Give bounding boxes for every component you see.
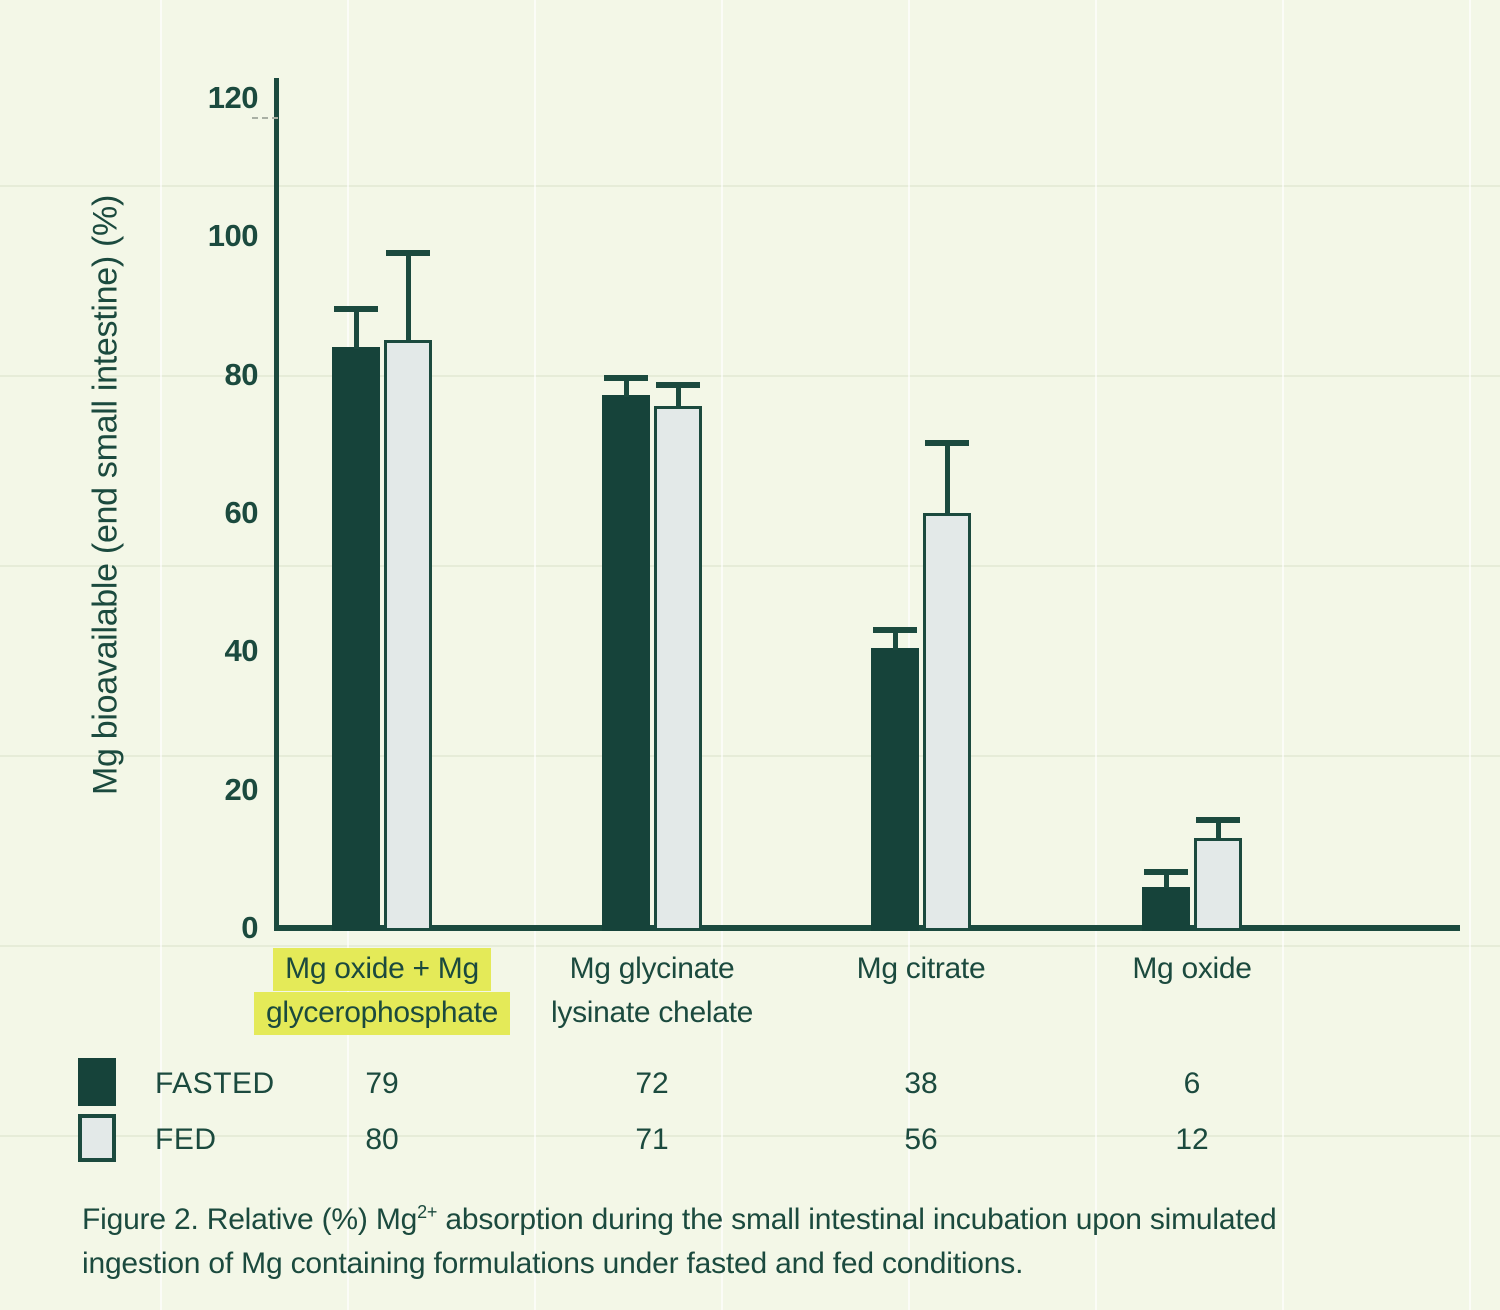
x-axis-line [274, 925, 1460, 931]
error-cap-fasted-mg-glycinate-lysinate-chelate [604, 374, 648, 381]
category-label-text: Mg oxide + Mg [273, 948, 491, 991]
bar-fed-mg-oxide [1194, 838, 1242, 931]
table-value-fasted-mg-citrate: 38 [904, 1067, 938, 1100]
error-cap-fasted-mg-oxide [1144, 869, 1188, 876]
y-axis-title: Mg bioavailable (end small intestine) (%… [86, 195, 125, 795]
table-value-fed-mg-oxide: 12 [1175, 1123, 1209, 1156]
category-label-mg-glycinate-lysinate-chelate: Mg glycinate lysinate chelate [482, 947, 822, 1035]
error-cap-fed-mg-oxide [1196, 817, 1240, 824]
bar-fed-mg-citrate [923, 513, 971, 931]
category-label-text: lysinate chelate [551, 996, 753, 1029]
error-cap-fasted-mg-citrate [873, 627, 917, 634]
figure-caption: Figure 2. Relative (%) Mg2+ absorption d… [82, 1198, 1362, 1286]
category-label-line: Mg glycinate [482, 947, 822, 991]
y-tick-40: 40 [224, 633, 259, 669]
error-cap-fasted-mg-oxide-mg-glycerophosphate [334, 305, 378, 312]
category-label-mg-oxide: Mg oxide [1022, 947, 1362, 991]
error-stem-fed-mg-glycinate-lysinate-chelate [675, 387, 681, 408]
caption-text: Figure 2. Relative (%) Mg [82, 1203, 418, 1236]
bar-fasted-mg-citrate [871, 647, 919, 931]
table-value-fasted-mg-oxide: 6 [1183, 1067, 1201, 1100]
caption-line-2: ingestion of Mg containing formulations … [82, 1247, 1024, 1280]
error-cap-fed-mg-oxide-mg-glycerophosphate [386, 250, 430, 257]
category-label-mg-oxide-mg-glycerophosphate: Mg oxide + Mg glycerophosphate [212, 947, 552, 1035]
y-tick-100: 100 [207, 218, 259, 254]
error-stem-fasted-mg-oxide-mg-glycerophosphate [353, 311, 359, 349]
y-tick-60: 60 [224, 495, 259, 530]
category-label-mg-citrate: Mg citrate [751, 947, 1091, 991]
category-label-line: Mg oxide + Mg [212, 947, 552, 991]
table-value-fasted-mg-oxide-mg-glycerophosphate: 79 [365, 1067, 399, 1100]
table-value-fasted-mg-glycinate-lysinate-chelate: 72 [635, 1067, 669, 1100]
error-stem-fed-mg-oxide [1215, 823, 1221, 841]
y-tick-120: 120 [207, 80, 259, 115]
error-cap-fed-mg-citrate [925, 440, 969, 447]
legend-label-fed: FED [155, 1123, 217, 1156]
error-stem-fed-mg-citrate [944, 446, 950, 515]
table-value-fed-mg-oxide-mg-glycerophosphate: 80 [365, 1123, 399, 1156]
dashed-tick-mark [252, 117, 278, 119]
bar-fed-mg-oxide-mg-glycerophosphate [384, 340, 432, 931]
category-label-line: glycerophosphate [212, 991, 552, 1035]
y-tick-20: 20 [224, 771, 259, 807]
caption-line-1: Figure 2. Relative (%) Mg2+ absorption d… [82, 1198, 1362, 1242]
category-label-line: lysinate chelate [482, 991, 822, 1035]
category-label-line: Mg citrate [751, 947, 1091, 991]
error-stem-fed-mg-oxide-mg-glycerophosphate [405, 256, 411, 343]
category-label-line: Mg oxide [1022, 947, 1362, 991]
category-label-text: Mg citrate [856, 952, 986, 985]
y-tick-0: 0 [241, 910, 258, 945]
caption-text: absorption during the small intestinal i… [437, 1203, 1277, 1236]
category-label-text: Mg glycinate [569, 952, 735, 985]
legend-swatch-fed [78, 1114, 116, 1162]
bar-fed-mg-glycinate-lysinate-chelate [654, 405, 702, 931]
bar-fasted-mg-oxide [1142, 886, 1190, 931]
caption-superscript: 2+ [417, 1202, 438, 1222]
y-tick-80: 80 [224, 356, 259, 392]
error-cap-fed-mg-glycinate-lysinate-chelate [656, 381, 700, 388]
y-axis-line [274, 78, 279, 931]
bar-fasted-mg-glycinate-lysinate-chelate [602, 395, 650, 931]
error-stem-fasted-mg-glycinate-lysinate-chelate [623, 380, 629, 398]
table-value-fed-mg-glycinate-lysinate-chelate: 71 [635, 1123, 669, 1156]
legend-label-fasted: FASTED [155, 1067, 275, 1100]
legend-swatch-fasted [78, 1058, 116, 1106]
bar-fasted-mg-oxide-mg-glycerophosphate [332, 347, 380, 931]
category-label-text: glycerophosphate [253, 992, 511, 1035]
category-label-text: Mg oxide [1132, 952, 1252, 985]
error-stem-fasted-mg-citrate [892, 633, 898, 650]
error-stem-fasted-mg-oxide [1163, 875, 1169, 889]
table-value-fed-mg-citrate: 56 [904, 1123, 938, 1156]
